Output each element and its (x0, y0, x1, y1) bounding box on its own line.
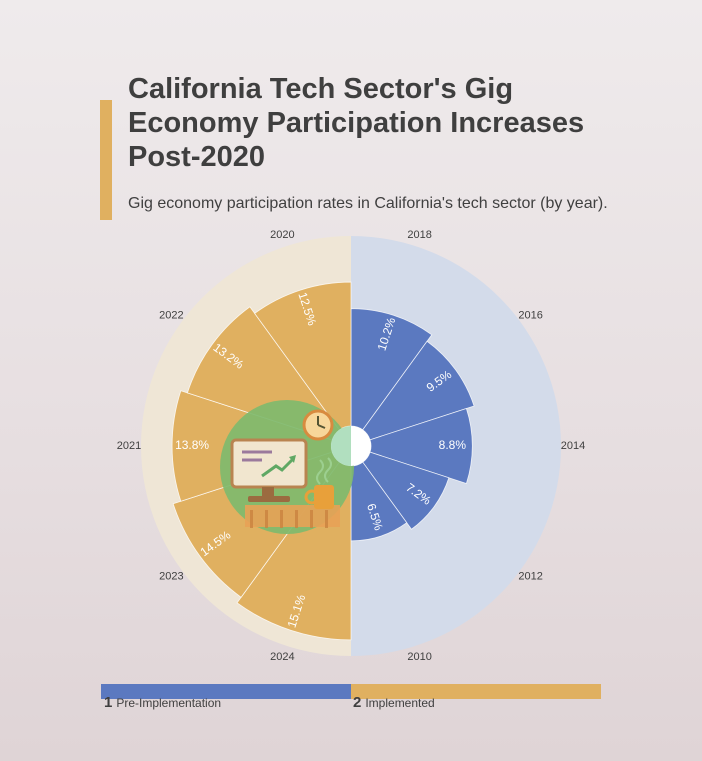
year-label-2023: 2023 (159, 570, 183, 582)
legend-item-pre-implementation: 1 Pre-Implementation (104, 694, 221, 712)
legend-bar-implemented (351, 684, 601, 699)
page-title: California Tech Sector's Gig Economy Par… (128, 73, 585, 173)
legend-number: 1 (104, 694, 113, 711)
year-label-2012: 2012 (518, 570, 542, 582)
page-subtitle: Gig economy participation rates in Calif… (128, 195, 608, 212)
year-label-2010: 2010 (407, 651, 431, 663)
legend-bar-pre-implementation (101, 684, 351, 699)
center-hole-tint (331, 426, 351, 466)
year-label-2018: 2018 (407, 229, 431, 241)
value-label-2021: 13.8% (175, 438, 209, 452)
year-label-2016: 2016 (518, 309, 542, 321)
legend-number: 2 (353, 694, 362, 711)
year-label-2020: 2020 (270, 229, 294, 241)
year-label-2024: 2024 (270, 651, 294, 663)
year-label-2021: 2021 (117, 440, 141, 452)
year-label-2022: 2022 (159, 309, 183, 321)
title-accent-bar (100, 100, 112, 220)
legend-label: Implemented (365, 696, 435, 710)
legend-item-implemented: 2 Implemented (353, 694, 435, 712)
year-label-2014: 2014 (561, 440, 585, 452)
legend-label: Pre-Implementation (116, 696, 222, 710)
value-label-2014: 8.8% (439, 438, 467, 452)
remote-work-illustration (220, 400, 354, 534)
